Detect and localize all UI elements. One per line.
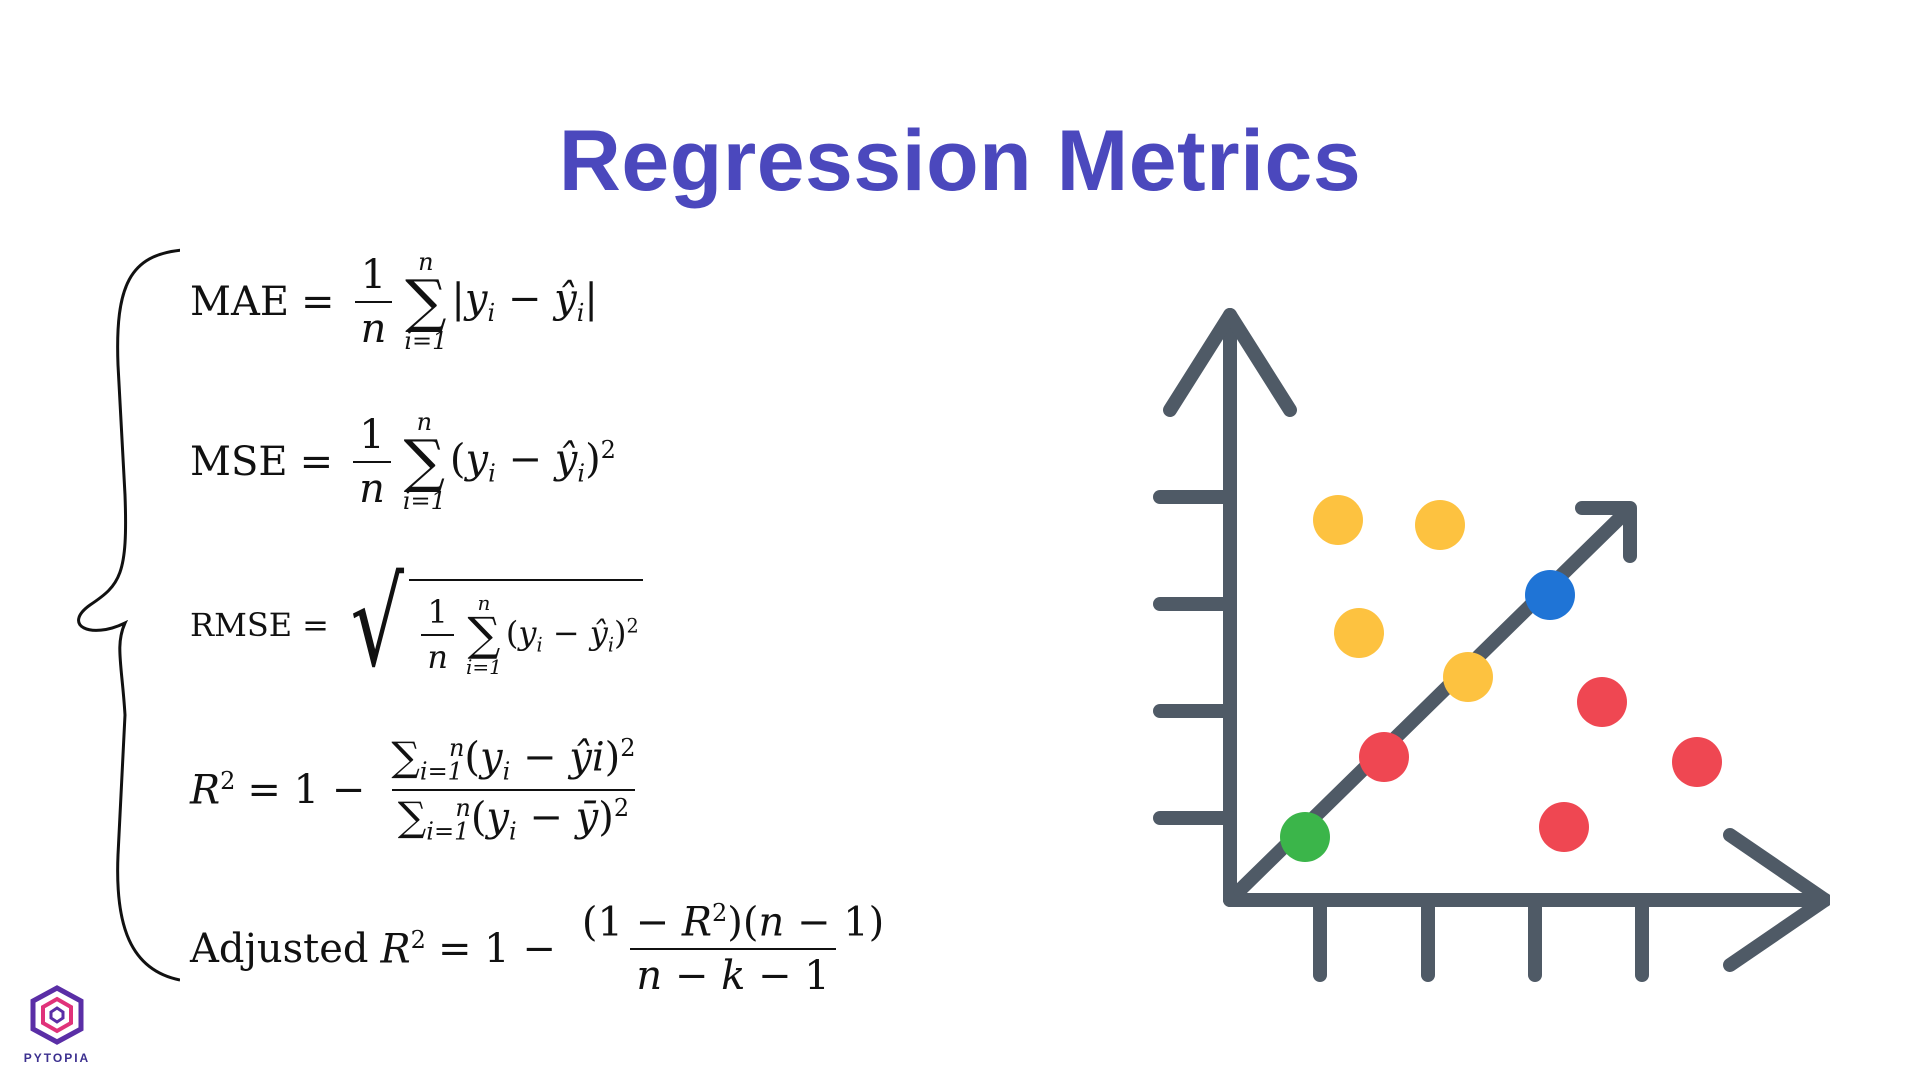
- logo-text: PYTOPIA: [23, 1051, 91, 1065]
- mae-sum: n ∑ i=1: [404, 248, 448, 356]
- point-yellow-3: [1334, 608, 1384, 658]
- hexagon-logo-icon: [30, 985, 84, 1045]
- pytopia-logo: PYTOPIA: [22, 985, 92, 1065]
- mse-label: MSE: [190, 438, 288, 485]
- adjusted-label: Adjusted: [190, 926, 369, 973]
- curly-brace: [77, 248, 180, 982]
- mae-label: MAE: [190, 278, 290, 325]
- point-red-3: [1672, 737, 1722, 787]
- page-title: Regression Metrics: [558, 113, 1362, 209]
- rmse-label: RMSE: [190, 606, 293, 644]
- point-yellow-1: [1313, 495, 1363, 545]
- adjusted-r2-fraction: (1 − R2)(n − 1) n − k − 1: [581, 899, 885, 1000]
- adjusted-r2-formula: Adjusted R2 = 1 − (1 − R2)(n − 1) n − k …: [190, 899, 898, 1000]
- point-blue: [1525, 570, 1575, 620]
- point-green: [1280, 812, 1330, 862]
- point-yellow-4: [1443, 652, 1493, 702]
- mse-sum: n ∑ i=1: [402, 408, 446, 516]
- x-axis-arrowhead: [1723, 828, 1830, 972]
- point-red-4: [1539, 802, 1589, 852]
- r2-fraction: ∑i=1n(yi − ŷi)2 ∑i=1n(yi − ȳ)2: [391, 734, 636, 846]
- point-red-2: [1359, 732, 1409, 782]
- regression-scatter-illustration: [1153, 308, 1830, 982]
- regression-line-arrowhead: [1575, 501, 1637, 563]
- point-red-1: [1577, 677, 1627, 727]
- point-yellow-2: [1415, 500, 1465, 550]
- y-axis-arrowhead: [1163, 308, 1297, 417]
- r2-formula: R2 = 1 − ∑i=1n(yi − ŷi)2 ∑i=1n(yi − ȳ)2: [190, 735, 650, 844]
